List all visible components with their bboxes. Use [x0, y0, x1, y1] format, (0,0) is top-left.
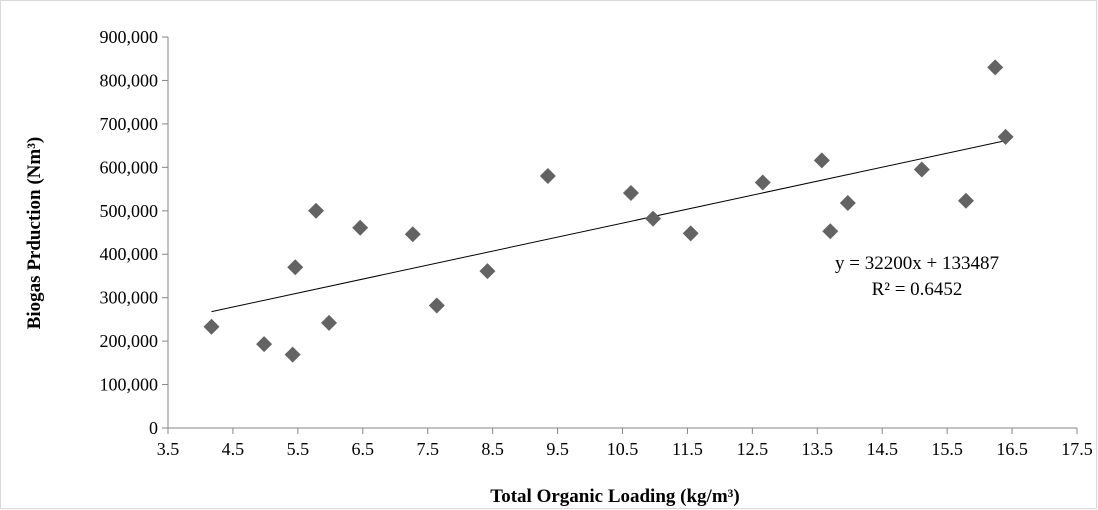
x-tick-label: 15.5 — [931, 439, 963, 459]
x-tick-label: 7.5 — [416, 439, 439, 459]
x-axis-ticks: 3.5 4.5 5.5 6.5 7.5 8.5 9.5 10.5 11.5 12.5 13.5 14.… — [157, 428, 1093, 459]
y-axis-title: Biogas Prduction (Nm³) — [24, 137, 45, 330]
data-point — [913, 161, 930, 178]
data-point — [997, 128, 1014, 145]
x-tick-label: 8.5 — [481, 439, 504, 459]
y-tick-label: 900,000 — [100, 27, 159, 47]
chart-axes — [167, 37, 1077, 429]
x-tick-label: 3.5 — [157, 439, 180, 459]
y-tick-label: 400,000 — [100, 244, 159, 264]
data-point — [284, 346, 301, 363]
y-tick-label: 200,000 — [100, 331, 159, 351]
data-point — [839, 194, 856, 211]
data-point — [622, 184, 639, 201]
x-tick-label: 16.5 — [996, 439, 1028, 459]
x-tick-label: 17.5 — [1061, 439, 1093, 459]
data-point — [308, 202, 325, 219]
y-tick-label: 700,000 — [100, 114, 159, 134]
data-point — [539, 168, 556, 185]
y-tick-label: 600,000 — [100, 157, 159, 177]
y-tick-label: 800,000 — [100, 70, 159, 90]
data-point — [287, 259, 304, 276]
x-tick-label: 4.5 — [222, 439, 245, 459]
data-point — [754, 174, 771, 191]
data-point — [352, 219, 369, 236]
y-axis-ticks: 0 100,000 200,000 300,000 400,000 500,000 600,… — [100, 27, 168, 438]
r-squared-label: R² = 0.6452 — [872, 279, 963, 300]
y-tick-label: 0 — [149, 418, 158, 438]
data-point — [957, 192, 974, 209]
data-point — [987, 59, 1004, 76]
data-point — [645, 210, 662, 227]
x-tick-label: 10.5 — [607, 439, 639, 459]
x-tick-label: 14.5 — [866, 439, 898, 459]
x-tick-label: 5.5 — [287, 439, 310, 459]
x-tick-label: 9.5 — [546, 439, 569, 459]
x-axis-title: Total Organic Loading (kg/m³) — [490, 486, 739, 507]
data-point — [203, 318, 220, 335]
x-tick-label: 6.5 — [352, 439, 375, 459]
y-tick-label: 300,000 — [100, 288, 159, 308]
x-tick-label: 12.5 — [737, 439, 769, 459]
data-point — [256, 336, 273, 353]
x-tick-label: 13.5 — [802, 439, 834, 459]
data-point — [404, 226, 421, 243]
y-tick-label: 100,000 — [100, 375, 159, 395]
data-point — [479, 263, 496, 280]
x-tick-label: 11.5 — [672, 439, 703, 459]
trendline-equation: y = 32200x + 133487 — [835, 253, 999, 274]
y-tick-label: 500,000 — [100, 201, 159, 221]
data-point — [428, 297, 445, 314]
data-point — [321, 314, 338, 331]
trendline-group — [211, 140, 1006, 313]
data-point — [682, 225, 699, 242]
data-point — [822, 223, 839, 240]
data-points — [203, 59, 1014, 363]
trendline — [211, 140, 1006, 313]
data-point — [813, 152, 830, 169]
